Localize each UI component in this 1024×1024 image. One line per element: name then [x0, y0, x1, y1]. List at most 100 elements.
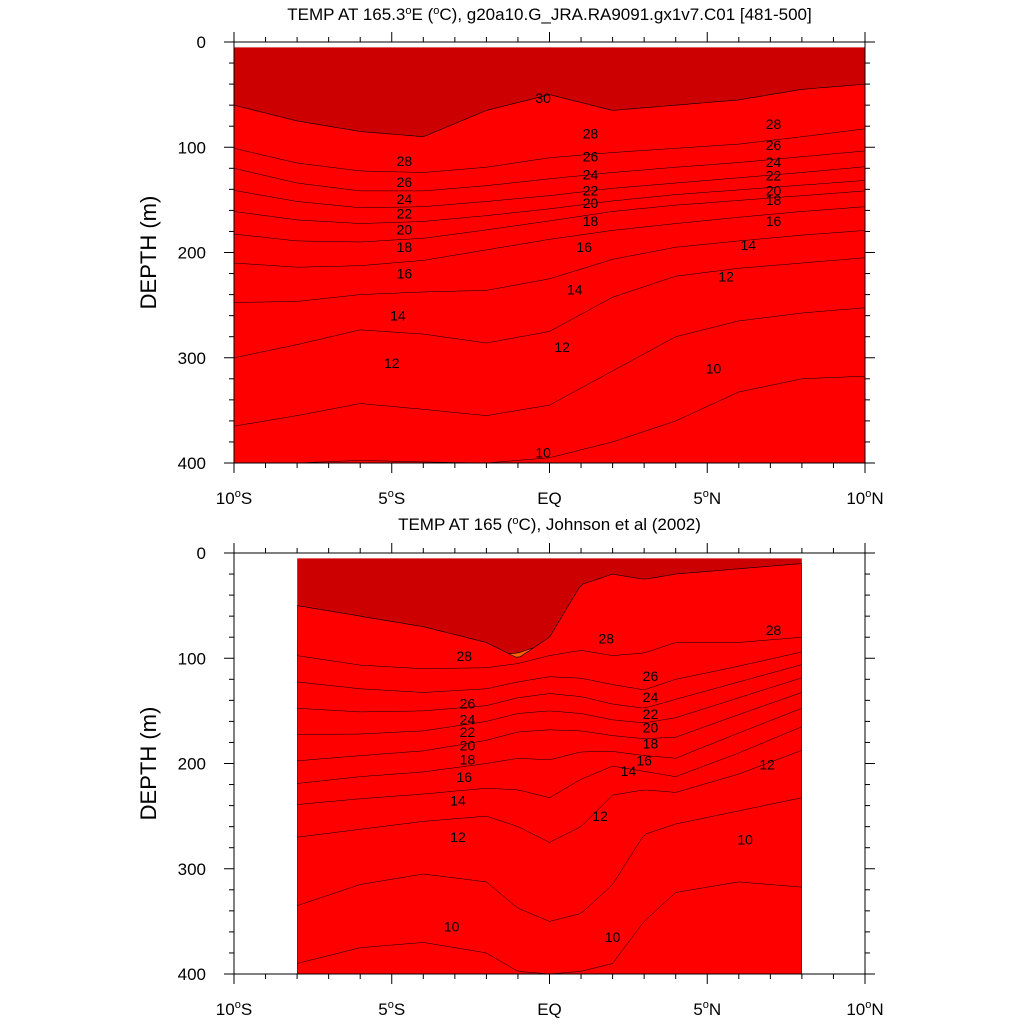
y-tick-label: 100: [178, 138, 206, 157]
y-tick-label: 100: [178, 649, 206, 668]
contour-label: 10: [605, 929, 621, 945]
contour-label: 28: [766, 116, 782, 132]
y-axis-title: DEPTH (m): [136, 196, 161, 310]
contour-label: 28: [599, 630, 615, 646]
contour-label: 16: [636, 752, 652, 768]
contour-label: 26: [643, 668, 659, 684]
temperature-field: [234, 47, 865, 463]
contour-label: 10: [737, 831, 753, 847]
isotherm-band-29: [234, 83, 865, 463]
contour-label: 12: [718, 269, 734, 285]
x-tick-label: 5oN: [693, 999, 721, 1019]
contour-label: 16: [457, 769, 473, 785]
x-tick-label: 10oN: [846, 999, 883, 1019]
contour-line-23: [234, 166, 865, 209]
y-tick-label: 200: [178, 755, 206, 774]
contour-label: 18: [643, 736, 659, 752]
contour-line-27: [297, 636, 802, 670]
contour-label: 22: [643, 706, 659, 722]
contour-label: 30: [535, 90, 551, 106]
contour-label: 10: [444, 919, 460, 935]
contour-label: 28: [766, 622, 782, 638]
chart-title: TEMP AT 165.3oE (oC), g20a10.G_JRA.RA909…: [287, 5, 811, 24]
contour-label: 20: [766, 182, 782, 198]
contour-line-23: [297, 664, 802, 713]
contour-line-15: [297, 726, 802, 805]
contour-label: 26: [460, 696, 476, 712]
y-tick-label: 400: [178, 965, 206, 984]
contour-label: 12: [450, 829, 466, 845]
contour-line-9: [297, 881, 802, 974]
contour-label: 12: [384, 355, 400, 371]
temperature-field: [297, 558, 802, 974]
contour-label: 14: [450, 792, 466, 808]
y-tick-label: 300: [178, 860, 206, 879]
contour-label: 24: [643, 689, 659, 705]
y-axis-title: DEPTH (m): [136, 707, 161, 821]
contour-label: 20: [460, 738, 476, 754]
contour-line-21: [234, 180, 865, 224]
contour-label: 24: [460, 711, 476, 727]
contour-label: 22: [583, 182, 599, 198]
contour-label: 18: [766, 192, 782, 208]
contour-label: 28: [397, 153, 413, 169]
contour-label: 26: [583, 149, 599, 165]
contour-line-17: [234, 206, 865, 268]
contour-label: 20: [583, 195, 599, 211]
contour-label: 18: [460, 751, 476, 767]
x-tick-label: 10oN: [846, 488, 883, 508]
contour-line-19: [234, 190, 865, 243]
contour-line-25: [234, 150, 865, 192]
contour-label: 18: [583, 213, 599, 229]
x-tick-label: 10oS: [216, 999, 252, 1019]
contour-label: 20: [397, 221, 413, 237]
contour-label: 14: [390, 308, 406, 324]
x-tick-label: EQ: [537, 1000, 562, 1019]
y-tick-label: 0: [197, 33, 206, 52]
contour-line-17: [297, 707, 802, 784]
x-tick-label: 5oN: [693, 488, 721, 508]
contour-label: 22: [397, 206, 413, 222]
contour-line-27: [234, 128, 865, 173]
contour-line-13: [297, 750, 802, 843]
contour-line-11: [297, 797, 802, 922]
top-contour-panel: 3028282826262624242422222220202018181816…: [136, 5, 884, 508]
contour-label: 22: [460, 724, 476, 740]
contour-label: 22: [766, 168, 782, 184]
contour-label: 26: [766, 137, 782, 153]
x-tick-label: 10oS: [216, 488, 252, 508]
contour-label: 14: [621, 763, 637, 779]
bottom-contour-panel: 2828282626242422222020181816161414121212…: [136, 515, 884, 1019]
contour-label: 24: [766, 154, 782, 170]
x-tick-label: 5oS: [378, 488, 405, 508]
contour-line-19: [297, 692, 802, 762]
contour-label: 12: [554, 339, 570, 355]
contour-label: 12: [759, 757, 775, 773]
isotherm-band-29: [297, 563, 802, 974]
contour-label: 10: [706, 360, 722, 376]
contour-label: 12: [592, 808, 608, 824]
contour-line-9: [234, 375, 865, 463]
contour-label: 28: [583, 126, 599, 142]
contour-label: 16: [576, 239, 592, 255]
contour-label: 10: [535, 444, 551, 460]
contour-label: 14: [740, 237, 756, 253]
y-tick-label: 200: [178, 244, 206, 263]
contour-line-21: [297, 677, 802, 735]
contour-label: 24: [397, 191, 413, 207]
contour-label: 20: [643, 720, 659, 736]
y-tick-label: 400: [178, 454, 206, 473]
contour-line-13: [234, 257, 865, 359]
contour-label: 24: [583, 167, 599, 183]
contour-label: 16: [766, 213, 782, 229]
contour-label: 28: [457, 648, 473, 664]
contour-label: 18: [397, 239, 413, 255]
contour-line-15: [234, 230, 865, 303]
x-tick-label: 5oS: [378, 999, 405, 1019]
x-tick-label: EQ: [537, 489, 562, 508]
contour-line-25: [297, 651, 802, 693]
contour-line-11: [234, 307, 865, 427]
contour-label: 16: [397, 266, 413, 282]
y-tick-label: 0: [197, 544, 206, 563]
